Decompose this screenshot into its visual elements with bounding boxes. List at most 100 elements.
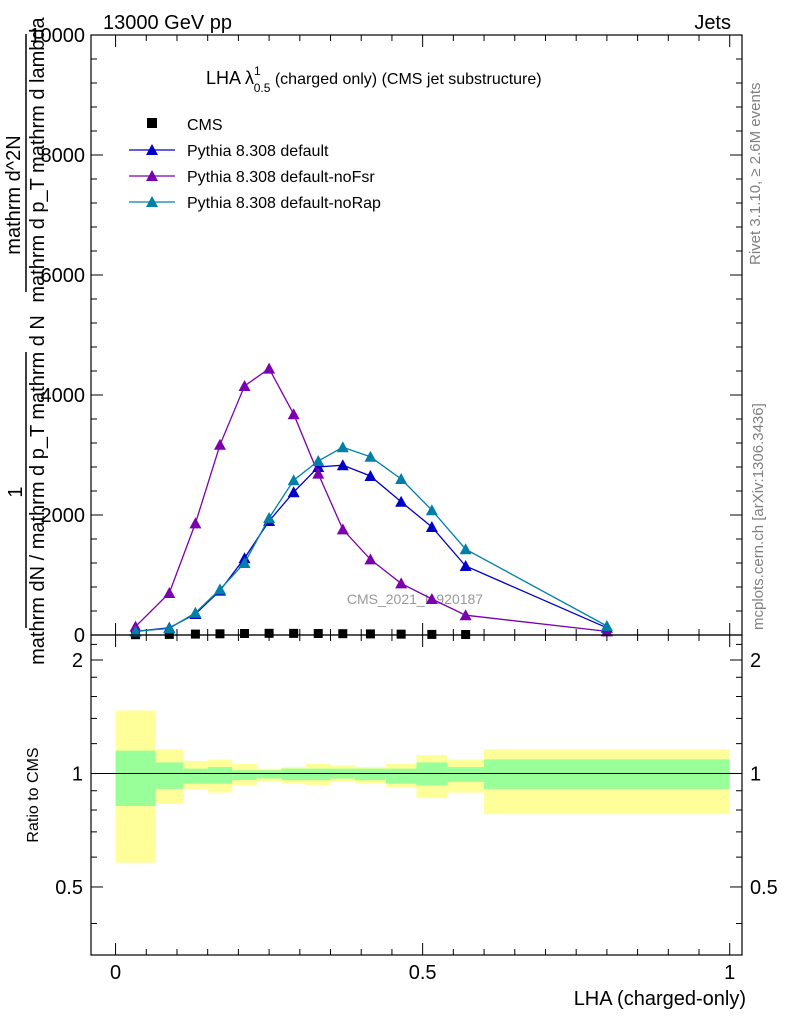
data-point-nofsr (213, 438, 226, 450)
legend: LHA λ1 0.5 (charged only) (CMS jet substr… (129, 64, 542, 212)
ratio-ytick-label-right: 1 (750, 763, 761, 785)
data-point-nofsr (364, 553, 377, 565)
data-point-norap (287, 474, 300, 486)
series-line-default (135, 464, 608, 633)
data-point-default (425, 521, 438, 532)
ratio-x-ticks: 0 0.5 1 (110, 635, 735, 984)
rivet-label: Rivet 3.1.10, ≥ 2.6M events (747, 83, 764, 266)
main-ytick-label: 4000 (41, 385, 86, 407)
data-point-norap (238, 557, 251, 568)
ratio-bands-layer (115, 710, 730, 863)
y-label-top-num: 1 (5, 486, 27, 497)
data-point-norap (129, 625, 142, 637)
data-point-norap (336, 441, 349, 453)
data-point-norap (213, 583, 226, 595)
data-point-norap (312, 455, 325, 466)
data-point-default (459, 560, 472, 571)
data-point-cms (289, 628, 299, 638)
data-point-norap (364, 450, 377, 462)
ratio-band-inner (183, 768, 208, 784)
data-point-nofsr (395, 577, 408, 589)
data-point-nofsr (238, 380, 251, 391)
xtick-label: 0.5 (409, 962, 437, 984)
legend-default-label: Pythia 8.308 default (187, 143, 329, 160)
data-point-default (336, 459, 349, 471)
data-point-nofsr (163, 587, 176, 598)
legend-title-main: LHA λ (206, 68, 254, 88)
y-label-num: mathrm d^2N (3, 135, 25, 254)
legend-title-sup: 1 (254, 64, 261, 78)
data-point-norap (395, 473, 408, 484)
main-series-layer (129, 362, 613, 640)
series-line-norap (135, 446, 608, 633)
legend-cms-label: CMS (187, 117, 223, 134)
data-point-nofsr (425, 593, 438, 604)
data-point-norap (189, 606, 202, 618)
data-point-default (287, 486, 300, 498)
legend-title-sub: 0.5 (254, 81, 271, 95)
data-point-cms (215, 629, 225, 639)
x-axis-label: LHA (charged-only) (574, 988, 746, 1010)
analysis-watermark: CMS_2021_I1920187 (347, 591, 483, 607)
ratio-ytick-label: 2 (72, 650, 83, 672)
header-energy-label: 13000 GeV pp (103, 12, 232, 34)
data-point-norap (425, 504, 438, 516)
data-point-cms (264, 628, 274, 638)
legend-nofsr-marker (146, 170, 158, 181)
main-ytick-label: 6000 (41, 265, 86, 287)
data-point-cms (313, 629, 323, 638)
ratio-band-inner (115, 750, 156, 806)
data-point-default (364, 470, 377, 481)
y-label-top-den: mathrm dN / mathrm d p_T mathrm d N (27, 315, 49, 665)
legend-cms-marker (147, 118, 157, 128)
data-point-norap (459, 543, 472, 555)
ratio-band-inner (385, 768, 417, 784)
data-point-nofsr (336, 523, 349, 535)
main-y-axis-label: 1 mathrm dN / mathrm d p_T mathrm d N ma… (3, 16, 49, 664)
ratio-band-inner (207, 767, 233, 784)
data-point-nofsr (263, 362, 276, 374)
data-point-cms (365, 629, 375, 639)
ratio-band-inner (232, 770, 257, 781)
ratio-y-axis-label: Ratio to CMS (25, 747, 42, 842)
series-line-nofsr (135, 367, 607, 633)
ratio-band-inner (155, 762, 184, 789)
legend-norap-marker (146, 196, 158, 207)
data-point-default (395, 495, 408, 507)
data-point-nofsr (287, 408, 300, 420)
legend-default-marker (146, 144, 158, 155)
ratio-ytick-label-right: 0.5 (750, 877, 778, 899)
ratio-ytick-label: 1 (72, 763, 83, 785)
data-point-cms (338, 629, 348, 639)
ratio-band-inner (484, 759, 730, 789)
data-point-norap (600, 620, 613, 631)
ratio-band-inner (305, 768, 331, 781)
ratio-band-inner (447, 767, 485, 782)
main-ytick-label: 8000 (41, 145, 86, 167)
ratio-plot-frame (90, 634, 743, 956)
main-y-ticks: 0 2000 4000 6000 8000 10000 (29, 25, 742, 647)
main-x-ticks (115, 35, 731, 635)
data-point-cms (396, 629, 406, 639)
main-ytick-label: 10000 (29, 25, 85, 47)
legend-nofsr-label: Pythia 8.308 default-noFsr (187, 169, 375, 186)
legend-title-rest: (charged only) (CMS jet substructure) (270, 71, 541, 88)
data-point-cms (240, 629, 250, 638)
main-ytick-label: 0 (74, 625, 85, 647)
ratio-y-ticks: 0.5 0.5 1 1 2 2 (55, 643, 778, 925)
data-point-nofsr (459, 609, 472, 621)
xtick-label: 0 (110, 962, 121, 984)
mcplots-label: mcplots.cern.ch [arXiv:1306.3436] (750, 403, 767, 630)
data-point-cms (190, 629, 200, 639)
xtick-label: 1 (724, 962, 735, 984)
y-label-den: mathrm d p_T mathrm d lambda (27, 16, 49, 302)
data-point-default (312, 461, 325, 472)
main-ytick-label: 2000 (41, 505, 86, 527)
data-point-nofsr (312, 467, 325, 479)
ratio-ytick-label-right: 2 (750, 650, 761, 672)
legend-norap-label: Pythia 8.308 default-noRap (187, 195, 381, 212)
legend-title: LHA λ1 0.5 (charged only) (CMS jet substr… (206, 64, 542, 95)
ratio-band-inner (281, 768, 306, 781)
ratio-ytick-label: 0.5 (55, 877, 83, 899)
